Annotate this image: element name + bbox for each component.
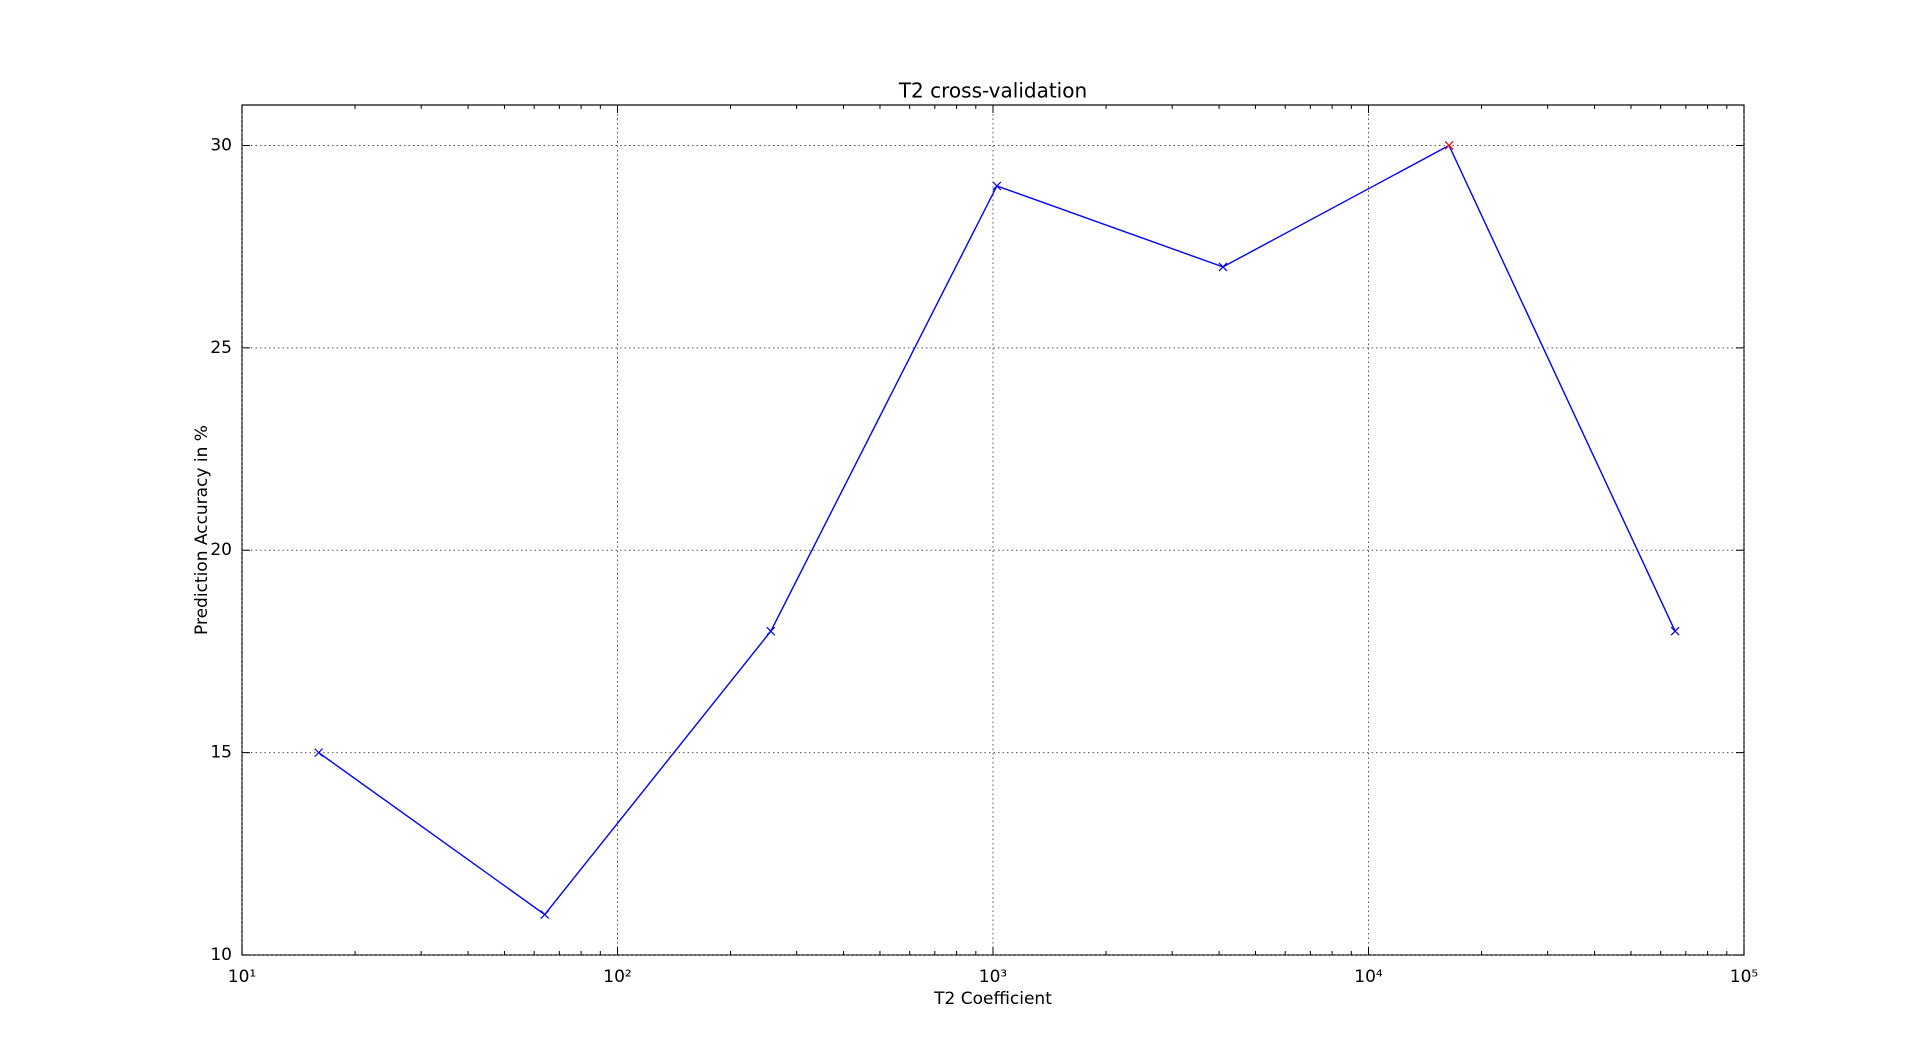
data-line	[318, 144, 1676, 916]
data-marker	[314, 748, 324, 758]
data-marker	[1218, 262, 1228, 272]
data-marker	[766, 626, 776, 636]
y-tick-label: 15	[210, 743, 232, 763]
x-tick-label: 10¹	[228, 967, 256, 987]
x-axis-label: T2 Coefficient	[933, 989, 1052, 1009]
y-axis-label: Prediction Accuracy in %	[192, 425, 212, 635]
x-tick-label: 10⁴	[1354, 967, 1383, 987]
x-tick-label: 10³	[979, 967, 1007, 987]
y-tick-label: 10	[210, 945, 232, 965]
data-marker	[992, 181, 1002, 191]
y-tick-label: 20	[210, 540, 232, 560]
x-tick-label: 10⁵	[1730, 967, 1758, 987]
y-tick-label: 25	[210, 338, 232, 358]
x-tick-label: 10²	[603, 967, 631, 987]
data-marker	[1670, 626, 1680, 636]
data-marker	[540, 910, 550, 919]
chart-title: T2 cross-validation	[898, 79, 1087, 103]
y-tick-label: 30	[210, 135, 232, 155]
data-marker	[1444, 141, 1454, 150]
